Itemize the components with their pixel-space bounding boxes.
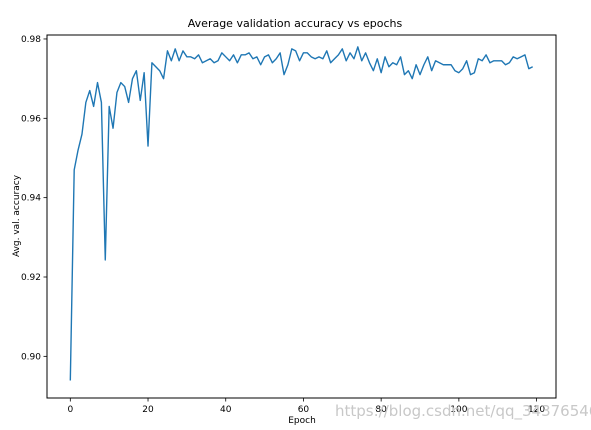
x-tick-label: 80 <box>375 405 387 415</box>
x-tick-label: 60 <box>298 405 310 415</box>
y-tick-label: 0.94 <box>21 194 41 204</box>
y-axis-label: Avg. val. accuracy <box>12 174 22 257</box>
x-tick-label: 0 <box>67 405 73 415</box>
chart-title: Average validation accuracy vs epochs <box>188 17 403 30</box>
x-axis-ticks: 0 20 40 60 80 100 120 <box>67 398 545 415</box>
plot-frame <box>46 34 557 399</box>
y-tick-label: 0.98 <box>21 35 41 45</box>
x-tick-label: 100 <box>450 405 467 415</box>
plot-content <box>69 46 534 381</box>
y-tick-label: 0.90 <box>21 352 41 362</box>
y-tick-label: 0.92 <box>21 273 41 283</box>
x-tick-label: 20 <box>142 405 154 415</box>
watermark-text: https://blog.csdn.net/qq_34376546 <box>335 402 591 421</box>
y-tick-label: 0.96 <box>21 114 41 124</box>
series-line <box>69 46 534 381</box>
x-tick-label: 40 <box>220 405 232 415</box>
x-tick-label: 120 <box>528 405 545 415</box>
x-axis-label: Epoch <box>288 416 316 426</box>
y-axis-ticks: 0.90 0.92 0.94 0.96 0.98 <box>21 35 47 362</box>
